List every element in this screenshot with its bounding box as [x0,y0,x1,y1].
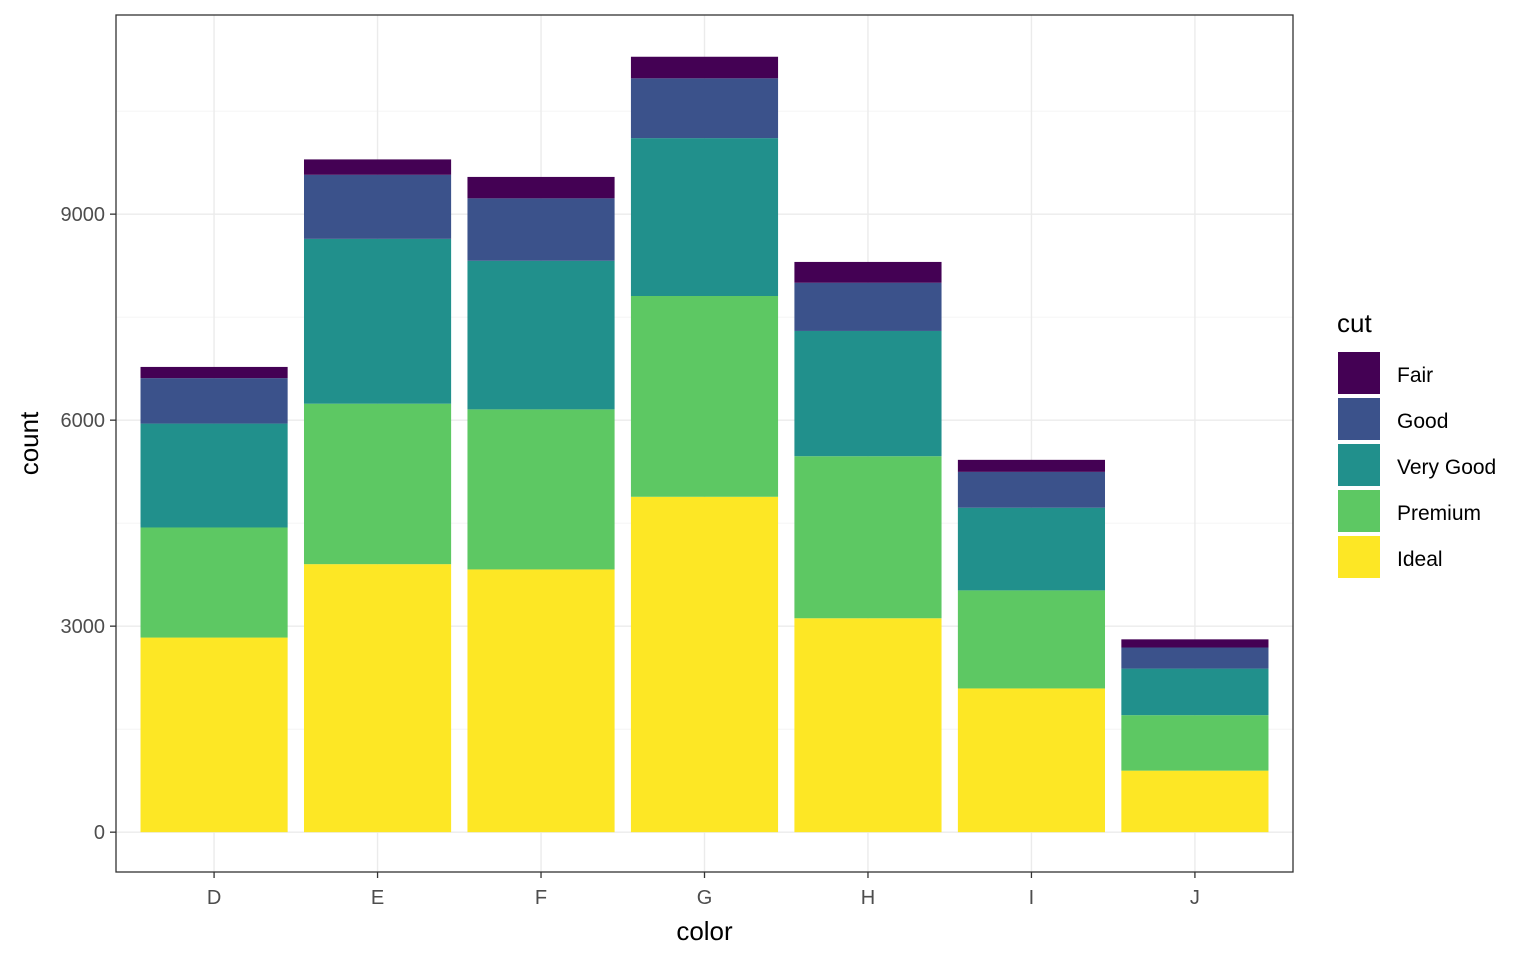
bar-J-premium [1121,715,1269,771]
legend-key-very-good [1338,444,1380,486]
bar-I-fair [957,459,1106,472]
x-tick-label: I [1029,887,1035,909]
x-tick-label: H [861,887,875,909]
bar-D-premium [140,527,288,638]
bar-I-good [957,471,1106,508]
legend-label: Ideal [1397,548,1443,571]
y-tick-label: 9000 [61,204,106,226]
bar-E-premium [303,403,452,565]
bar-D-ideal [140,637,288,833]
bar-J-good [1121,647,1269,669]
bar-E-very-good [303,238,452,404]
bar-F-fair [467,176,615,199]
bar-F-ideal [467,569,615,833]
bar-J-very-good [1121,668,1269,716]
bar-G-good [630,78,779,139]
bar-I-premium [957,590,1106,689]
legend-key-fair [1338,352,1380,394]
legend-key-premium [1338,490,1380,532]
bar-D-fair [140,366,288,379]
legend-label: Very Good [1397,456,1496,479]
bar-F-good [467,198,615,261]
bar-H-ideal [794,618,942,833]
bar-D-good [140,378,288,424]
bar-J-ideal [1121,770,1269,833]
axes: 0 3000 6000 9000 D E F G H I J [61,204,1200,909]
legend-title: cut [1337,308,1372,338]
y-tick-label: 6000 [61,410,106,432]
y-axis-title: count [14,411,44,475]
bar-E-ideal [303,564,452,833]
legend-key-ideal [1338,536,1380,578]
bar-J-fair [1121,639,1269,648]
x-tick-label: D [207,887,221,909]
x-axis-title: color [676,916,733,946]
bar-F-premium [467,409,615,570]
bar-E-fair [303,159,452,175]
bars [140,56,1269,833]
legend: cut Fair Good Very Good Premium Ideal [1337,308,1496,578]
bar-H-good [794,282,942,331]
bar-I-ideal [957,688,1106,833]
bar-I-very-good [957,507,1106,591]
y-tick-label: 0 [94,822,105,844]
y-tick-label: 3000 [61,616,106,638]
x-tick-label: G [697,887,713,909]
bar-G-fair [630,56,779,79]
bar-D-very-good [140,423,288,528]
bar-E-good [303,174,452,239]
legend-label: Good [1397,410,1448,433]
x-tick-label: F [535,887,547,909]
legend-key-good [1338,398,1380,440]
bar-G-very-good [630,138,779,296]
legend-label: Fair [1397,364,1433,387]
bar-G-ideal [630,496,779,833]
x-tick-label: J [1190,887,1200,909]
bar-G-premium [630,295,779,497]
legend-label: Premium [1397,502,1481,525]
x-tick-label: E [371,887,384,909]
bar-F-very-good [467,260,615,410]
bar-H-premium [794,456,942,619]
bar-H-very-good [794,330,942,457]
bar-H-fair [794,261,942,283]
